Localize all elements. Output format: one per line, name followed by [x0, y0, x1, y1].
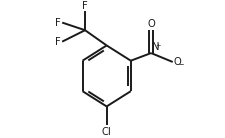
Text: F: F — [82, 1, 88, 10]
Text: F: F — [55, 37, 61, 47]
Text: O: O — [173, 57, 181, 67]
Text: +: + — [155, 43, 160, 49]
Text: −: − — [178, 62, 183, 68]
Text: F: F — [55, 18, 61, 28]
Text: Cl: Cl — [101, 127, 111, 137]
Text: O: O — [146, 19, 154, 29]
Text: N: N — [151, 43, 159, 52]
